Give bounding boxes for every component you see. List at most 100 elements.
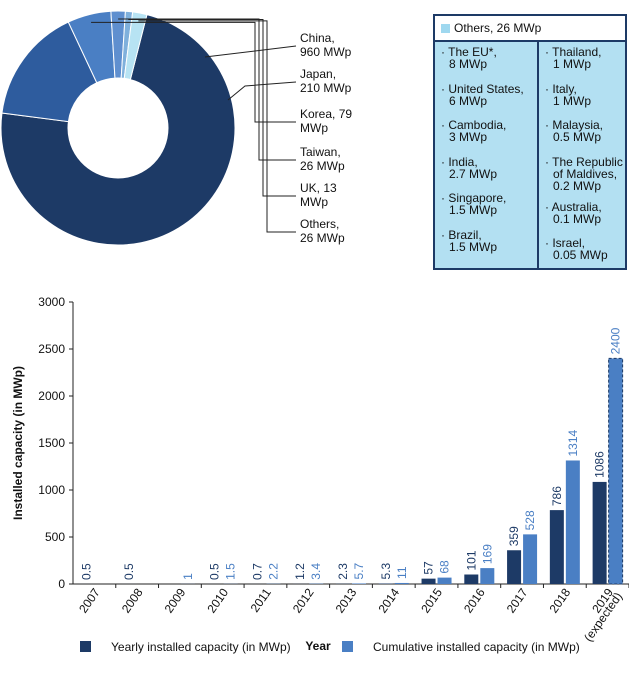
others-entry-line: · Australia,	[545, 199, 602, 214]
data-label-yearly-2008: 0.5	[122, 563, 136, 580]
data-label-yearly-2016: 101	[464, 550, 478, 570]
bar-cumulative-2015	[437, 577, 452, 584]
others-entry-right-4: · Australia, 0.1 MWp	[545, 201, 602, 225]
others-entry-line: · Israel,	[545, 236, 586, 250]
donut-leader-4	[128, 18, 296, 197]
donut-value-0: 960 MWp	[300, 45, 352, 59]
others-entry-right-1: · Italy, 1 MWp	[545, 83, 591, 107]
y-tick-label-6: 3000	[38, 295, 65, 309]
data-label-yearly-2010: 0.5	[208, 563, 222, 580]
y-tick-label-0: 0	[58, 577, 65, 591]
legend-swatch-yearly	[80, 641, 91, 652]
bar-yearly-2016	[464, 574, 479, 584]
x-tick-label-8: 2015	[418, 585, 445, 615]
donut-leader-5	[138, 20, 296, 233]
x-tick-label-10: 2017	[504, 585, 531, 615]
others-entry-line: 8 MWp	[449, 57, 488, 71]
x-tick-label-6: 2013	[333, 585, 360, 615]
data-label-cumulative-2017: 528	[523, 510, 537, 530]
bar-cumulative-2019	[608, 357, 624, 585]
donut-value-1: 210 MWp	[300, 81, 352, 95]
others-entry-line: · Brazil,	[441, 227, 482, 242]
others-entry-left-4: · Singapore, 1.5 MWp	[441, 192, 506, 216]
others-entry-line: 0.5 MWp	[553, 130, 602, 144]
others-entry-line: of Maldives,	[553, 166, 618, 181]
x-tick-label-11: 2018	[547, 585, 574, 615]
data-label-yearly-2012: 1.2	[293, 563, 307, 580]
donut-leader-0	[204, 45, 297, 58]
data-label-cumulative-2009: 1	[181, 573, 195, 580]
x-tick-label-1: 2008	[119, 585, 146, 615]
data-label-yearly-2018: 786	[550, 486, 564, 506]
y-tick-label-3: 1500	[38, 436, 65, 450]
y-axis-label: Installed capacity (in MWp)	[11, 366, 25, 520]
bar-yearly-2018	[549, 510, 564, 584]
data-label-yearly-2011: 0.7	[250, 563, 264, 580]
data-label-yearly-2014: 5.3	[379, 562, 393, 579]
others-box-header: Others, 26 MWp	[435, 16, 625, 42]
x-tick-label-9: 2016	[461, 585, 488, 615]
y-tick-label-2: 1000	[38, 483, 65, 497]
data-label-cumulative-2010: 1.5	[224, 563, 238, 580]
data-label-yearly-2017: 359	[507, 526, 521, 546]
data-label-cumulative-2018: 1314	[566, 429, 580, 456]
donut-leader-1	[227, 81, 297, 101]
donut-slice-0	[0, 14, 236, 246]
others-entry-left-3: · India, 2.7 MWp	[441, 156, 497, 180]
others-entry-right-0: · Thailand, 1 MWp	[545, 46, 601, 70]
others-left-column: · The EU*, 8 MWp · United States, 6 MWp · Ca…	[435, 42, 539, 268]
x-tick-label-4: 2011	[248, 585, 274, 614]
donut-value-2: MWp	[300, 121, 328, 135]
legend-item-yearly: Yearly installed capacity (in MWp)	[80, 640, 291, 654]
data-label-cumulative-2019: 2400	[609, 327, 623, 354]
bar-cumulative-2017	[523, 534, 538, 584]
donut-slice-1	[1, 21, 98, 123]
donut-label-4: UK, 13	[300, 181, 337, 195]
others-entry-line: · Italy,	[545, 81, 577, 96]
donut-label-2: Korea, 79	[300, 107, 352, 121]
others-entry-right-3: · The Republic of Maldives, 0.2 MWp	[545, 156, 623, 192]
others-entry-right-5: · Israel, 0.05 MWp	[545, 237, 608, 261]
others-entry-line: 0.1 MWp	[553, 211, 602, 226]
donut-label-5: Others,	[300, 217, 339, 231]
others-entry-left-1: · United States, 6 MWp	[441, 83, 524, 107]
legend-item-cumulative: Cumulative installed capacity (in MWp)	[342, 640, 580, 654]
donut-value-5: 26 MWp	[300, 231, 345, 245]
donut-value-3: 26 MWp	[300, 159, 345, 173]
bar-cumulative-2016	[480, 568, 495, 584]
others-entry-line: · Singapore,	[441, 191, 507, 205]
others-entry-line: · The Republic	[545, 154, 623, 169]
data-label-yearly-2015: 57	[422, 561, 436, 575]
others-entry-line: 0.05 MWp	[553, 248, 608, 262]
data-label-yearly-2007: 0.5	[79, 563, 93, 580]
others-entry-line: · Malaysia,	[545, 118, 604, 132]
data-label-cumulative-2013: 5.7	[352, 562, 366, 579]
others-entry-line: 1.5 MWp	[449, 239, 498, 254]
data-label-yearly-2019: 1086	[593, 451, 607, 478]
others-box-title: Others, 26 MWp	[454, 21, 542, 35]
bar-yearly-2017	[507, 550, 522, 584]
donut-label-1: Japan,	[300, 67, 336, 81]
x-tick-label-2: 2009	[162, 585, 189, 615]
others-right-column: · Thailand, 1 MWp · Italy, 1 MWp · Malaysia,…	[539, 42, 625, 268]
data-label-cumulative-2011: 2.2	[266, 563, 280, 580]
others-entry-line: 2.7 MWp	[449, 166, 498, 181]
others-entry-line: · United States,	[441, 81, 524, 96]
others-entry-line: 1 MWp	[553, 57, 592, 71]
others-entry-line: · The EU*,	[441, 45, 497, 59]
bar-cumulative-2018	[565, 460, 580, 584]
others-entry-right-2: · Malaysia, 0.5 MWp	[545, 119, 603, 143]
donut-value-4: MWp	[300, 195, 328, 209]
others-entry-line: 6 MWp	[449, 93, 488, 108]
x-tick-label-5: 2012	[290, 585, 317, 615]
data-label-yearly-2013: 2.3	[336, 563, 350, 580]
others-entry-line: · Thailand,	[545, 45, 602, 59]
y-tick-label-5: 2500	[38, 342, 65, 356]
bar-yearly-2015	[421, 578, 436, 584]
others-entry-left-2: · Cambodia, 3 MWp	[441, 119, 506, 143]
others-entry-line: 1 MWp	[553, 93, 592, 108]
donut-slice-5	[123, 11, 148, 81]
data-label-cumulative-2012: 3.4	[309, 563, 323, 580]
